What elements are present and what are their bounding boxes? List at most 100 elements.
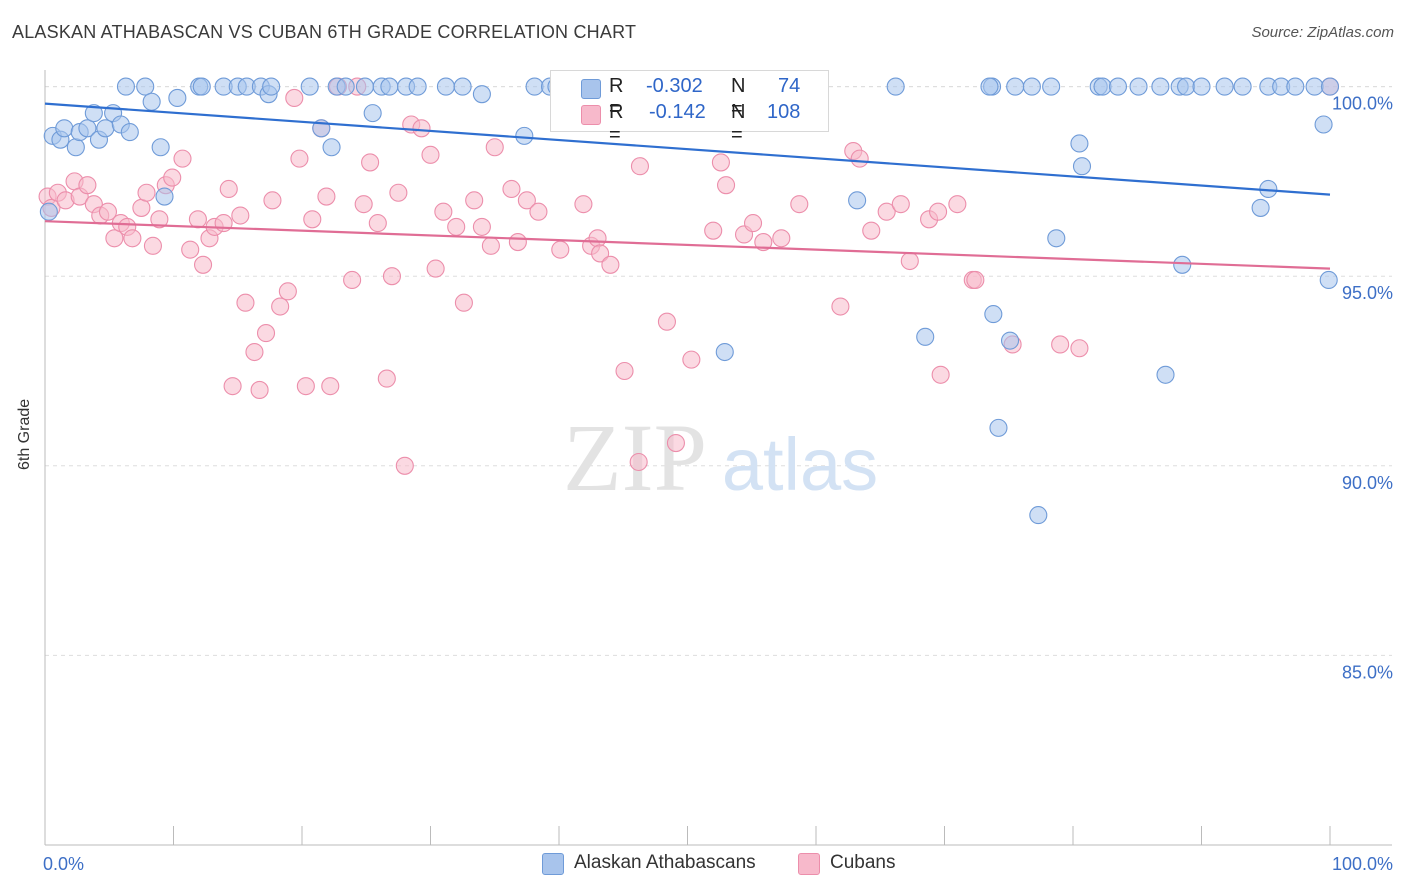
legend-r-value: -0.142 bbox=[649, 101, 706, 123]
point-athabascan bbox=[1319, 270, 1338, 290]
point-cuban bbox=[948, 195, 967, 214]
point-cuban bbox=[137, 183, 156, 202]
watermark: ZIP atlas bbox=[563, 404, 878, 511]
point-athabascan bbox=[436, 77, 455, 96]
point-cuban bbox=[163, 168, 182, 187]
point-athabascan bbox=[1177, 77, 1196, 96]
point-athabascan bbox=[989, 418, 1008, 437]
series-label-cuban: Cubans bbox=[830, 852, 896, 873]
point-cuban bbox=[1051, 335, 1070, 354]
point-athabascan bbox=[66, 138, 85, 157]
point-cuban bbox=[303, 210, 322, 229]
point-athabascan bbox=[380, 77, 399, 96]
point-athabascan bbox=[363, 104, 382, 123]
legend-r-label: R = bbox=[609, 101, 624, 146]
point-cuban bbox=[150, 210, 169, 229]
point-cuban bbox=[615, 361, 634, 381]
point-athabascan bbox=[192, 77, 211, 96]
point-cuban bbox=[454, 293, 473, 312]
point-cuban bbox=[877, 202, 896, 221]
point-cuban bbox=[271, 297, 290, 316]
point-cuban bbox=[831, 297, 850, 316]
series-legend-athabascan[interactable]: Alaskan Athabascans bbox=[540, 852, 780, 876]
point-cuban bbox=[551, 240, 570, 259]
point-athabascan bbox=[116, 77, 136, 96]
legend-r-label: R = bbox=[609, 75, 624, 120]
point-athabascan bbox=[1156, 365, 1175, 384]
point-athabascan bbox=[120, 123, 139, 142]
point-athabascan bbox=[984, 305, 1003, 324]
point-cuban bbox=[574, 195, 593, 214]
point-athabascan bbox=[168, 88, 187, 108]
tick-labels: 85.0% 90.0% 95.0% 100.0% 0.0% 100.0% bbox=[43, 94, 1393, 874]
point-athabascan bbox=[355, 77, 375, 96]
point-cuban bbox=[508, 233, 527, 252]
point-athabascan bbox=[1305, 77, 1324, 96]
point-cuban bbox=[317, 187, 336, 206]
point-cuban bbox=[465, 191, 484, 210]
point-cuban bbox=[472, 217, 491, 236]
point-cuban bbox=[250, 380, 269, 400]
point-cuban bbox=[900, 251, 919, 271]
point-cuban bbox=[173, 149, 192, 168]
point-athabascan bbox=[1151, 77, 1170, 96]
point-cuban bbox=[485, 138, 504, 157]
data-points bbox=[38, 77, 1340, 525]
point-cuban bbox=[296, 377, 315, 396]
point-athabascan bbox=[1070, 134, 1089, 153]
point-athabascan bbox=[1006, 77, 1025, 96]
point-cuban bbox=[343, 270, 362, 290]
legend-swatch-cuban bbox=[581, 105, 601, 125]
point-athabascan bbox=[1047, 229, 1066, 248]
point-athabascan bbox=[1129, 77, 1148, 96]
series-label-athabascan: Alaskan Athabascans bbox=[574, 852, 756, 873]
point-cuban bbox=[256, 324, 276, 343]
point-cuban bbox=[517, 191, 536, 210]
point-cuban bbox=[529, 202, 548, 221]
point-cuban bbox=[290, 149, 309, 168]
trend-lines bbox=[44, 102, 1331, 270]
point-cuban bbox=[194, 255, 213, 274]
point-athabascan bbox=[916, 327, 935, 346]
x-tick-label-min: 0.0% bbox=[43, 854, 84, 874]
point-athabascan bbox=[136, 77, 155, 96]
point-athabascan bbox=[96, 119, 115, 138]
point-cuban bbox=[236, 293, 255, 312]
point-athabascan bbox=[1215, 77, 1234, 96]
point-athabascan bbox=[78, 119, 97, 138]
x-tick-label-max: 100.0% bbox=[1332, 854, 1393, 874]
y-tick-label: 100.0% bbox=[1332, 94, 1393, 114]
point-cuban bbox=[278, 282, 297, 301]
point-athabascan bbox=[336, 77, 355, 96]
point-athabascan bbox=[300, 77, 319, 96]
point-cuban bbox=[389, 183, 408, 202]
point-cuban bbox=[862, 221, 881, 240]
point-athabascan bbox=[1029, 506, 1048, 525]
point-cuban bbox=[666, 433, 685, 453]
legend-n-value: 108 bbox=[767, 101, 801, 123]
point-cuban bbox=[704, 221, 723, 240]
point-cuban bbox=[502, 179, 521, 199]
point-cuban bbox=[682, 350, 701, 369]
point-cuban bbox=[426, 259, 445, 278]
series-legend-cuban[interactable]: Cubans bbox=[796, 852, 916, 876]
point-athabascan bbox=[1022, 77, 1041, 96]
y-tick-label: 85.0% bbox=[1342, 662, 1393, 682]
point-athabascan bbox=[1320, 77, 1340, 96]
point-cuban bbox=[143, 236, 162, 255]
point-cuban bbox=[263, 191, 282, 210]
chart-title: ALASKAN ATHABASCAN VS CUBAN 6TH GRADE CO… bbox=[12, 22, 637, 42]
point-athabascan bbox=[322, 138, 341, 157]
point-cuban bbox=[850, 149, 869, 168]
point-cuban bbox=[790, 195, 809, 214]
series-swatch-athabascan bbox=[542, 853, 564, 875]
point-athabascan bbox=[1233, 77, 1252, 96]
legend-n-value: 74 bbox=[778, 75, 801, 97]
point-cuban bbox=[591, 244, 610, 263]
point-athabascan bbox=[1192, 77, 1211, 96]
legend-swatch-athabascan bbox=[581, 79, 601, 99]
point-athabascan bbox=[515, 126, 534, 145]
legend-n-label: N = bbox=[731, 75, 746, 120]
point-athabascan bbox=[1000, 331, 1020, 350]
